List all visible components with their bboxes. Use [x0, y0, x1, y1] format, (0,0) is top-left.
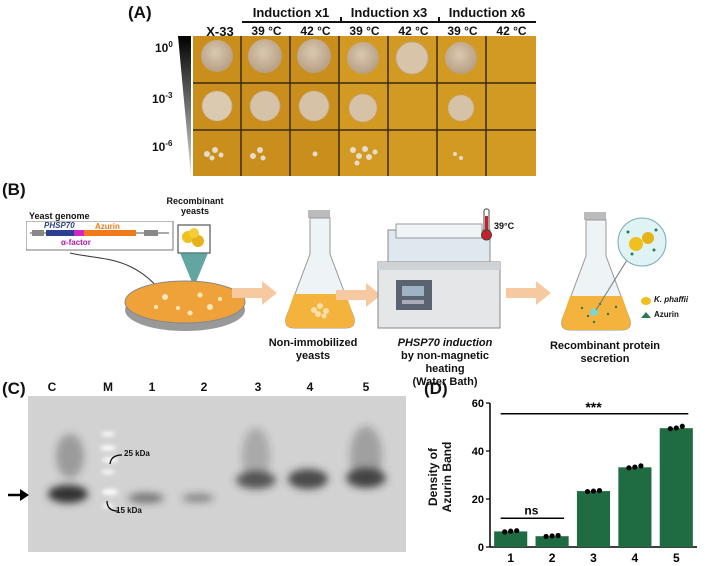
panel-d-label: (D)	[424, 379, 448, 398]
temp-label-1: 39 °C	[251, 24, 282, 38]
data-point	[673, 425, 679, 431]
marker-25-pointer-icon	[109, 454, 123, 465]
secretion-caption: Recombinant protein secretion	[549, 340, 660, 365]
promoter-label: PHSP70	[44, 221, 75, 230]
data-point	[679, 423, 685, 429]
header-rule	[242, 21, 536, 23]
induction-caption-line1: PHSP70 induction	[397, 337, 493, 349]
panel-c-label: (C)	[2, 379, 26, 398]
data-point	[502, 529, 508, 535]
genome-label: Yeast genome	[29, 211, 90, 221]
signal-label: α-factor	[61, 238, 91, 247]
temp-label-5: 39 °C	[447, 24, 478, 38]
lane-label-2: 2	[200, 380, 208, 394]
thermometer-icon	[481, 208, 492, 241]
recombinant-label: Recombinant yeasts	[166, 196, 224, 216]
azurin-density-bar-chart: 0 20 40 60 1 2 3 4 5 *** ns	[472, 398, 697, 565]
genome-construct-diagram	[26, 221, 174, 251]
yeast-legend-icon	[641, 297, 651, 305]
dilution-label-1: 100	[155, 40, 173, 55]
header-divider-1	[340, 17, 342, 23]
lane-label-5: 5	[362, 380, 370, 394]
data-point	[632, 464, 638, 470]
x-tick-label: 2	[549, 551, 556, 565]
lane-label-3: 3	[254, 380, 262, 394]
gene-label: Azurin	[95, 222, 120, 231]
flask-illustration	[285, 210, 355, 329]
marker-15-label: 15 kDa	[116, 506, 142, 515]
bar	[576, 491, 611, 547]
significance-label-ns: ns	[524, 504, 538, 518]
dilution-label-3: 10-6	[152, 139, 173, 154]
lane-label-4: 4	[306, 380, 314, 394]
data-point	[549, 533, 555, 539]
spot-assay-plate	[193, 36, 536, 176]
temp-label-4: 42 °C	[398, 24, 429, 38]
dilution-gradient-icon	[178, 36, 191, 176]
legend-kp: K. phaffii	[654, 295, 689, 304]
header-divider-2	[438, 17, 440, 23]
marker-25-label: 25 kDa	[124, 449, 150, 458]
bar	[659, 428, 693, 547]
data-point	[626, 465, 632, 471]
temp-label-3: 39 °C	[349, 24, 380, 38]
data-point	[543, 533, 549, 540]
induction-caption-line3: (Water Bath)	[412, 376, 478, 388]
induction-caption-line2: by non-magnetic heating	[400, 350, 489, 375]
panel-b-label: (B)	[2, 180, 26, 199]
lane-label-1: 1	[148, 380, 156, 394]
data-point	[508, 528, 514, 534]
data-point	[584, 488, 591, 495]
arrow-icon	[336, 283, 381, 307]
band-arrow-icon	[8, 489, 29, 501]
non-immobilized-caption: Non-immobilized yeasts	[268, 337, 358, 362]
lane-label-c: C	[47, 380, 57, 394]
group-label-1: Induction x1	[252, 5, 330, 20]
temperature-label: 39°C	[494, 221, 515, 231]
y-axis-title-line1: Density of	[426, 447, 440, 506]
azurin-legend-icon	[641, 312, 651, 318]
secretion-flask-illustration	[561, 212, 667, 331]
western-blot-image	[28, 396, 406, 552]
induction-caption: PHSP70 induction by non-magnetic heating…	[380, 337, 510, 389]
data-point	[514, 528, 520, 534]
temp-label-2: 42 °C	[300, 24, 331, 38]
arrow-icon	[232, 281, 277, 305]
data-point	[596, 488, 603, 494]
strain-label: X-33	[206, 24, 234, 39]
significance-label-top: ***	[585, 399, 602, 415]
x-tick-label: 3	[590, 551, 597, 565]
temp-label-6: 42 °C	[496, 24, 527, 38]
data-point	[555, 532, 561, 539]
group-label-2: Induction x3	[350, 5, 428, 20]
lane-label-m: M	[103, 380, 113, 394]
data-point	[590, 488, 597, 494]
arrow-icon	[506, 281, 551, 305]
x-tick-label: 4	[632, 551, 639, 565]
legend-azurin: Azurin	[654, 310, 679, 319]
bar	[494, 531, 528, 547]
petri-dish-illustration	[69, 224, 246, 331]
dilution-label-2: 10-3	[152, 91, 173, 106]
data-point	[667, 426, 673, 432]
bar	[618, 467, 652, 547]
marker-15-pointer-icon	[106, 500, 119, 512]
y-tick-label: 20	[472, 494, 484, 506]
panel-a-label: (A)	[128, 3, 152, 22]
data-point	[638, 463, 644, 469]
water-bath-illustration	[377, 223, 501, 329]
bar	[535, 536, 569, 547]
y-tick-label: 0	[478, 542, 484, 554]
y-tick-label: 60	[472, 398, 484, 410]
group-label-3: Induction x6	[448, 5, 526, 20]
x-tick-label: 5	[673, 551, 680, 565]
x-tick-label: 1	[507, 551, 514, 565]
y-tick-label: 40	[472, 446, 484, 458]
